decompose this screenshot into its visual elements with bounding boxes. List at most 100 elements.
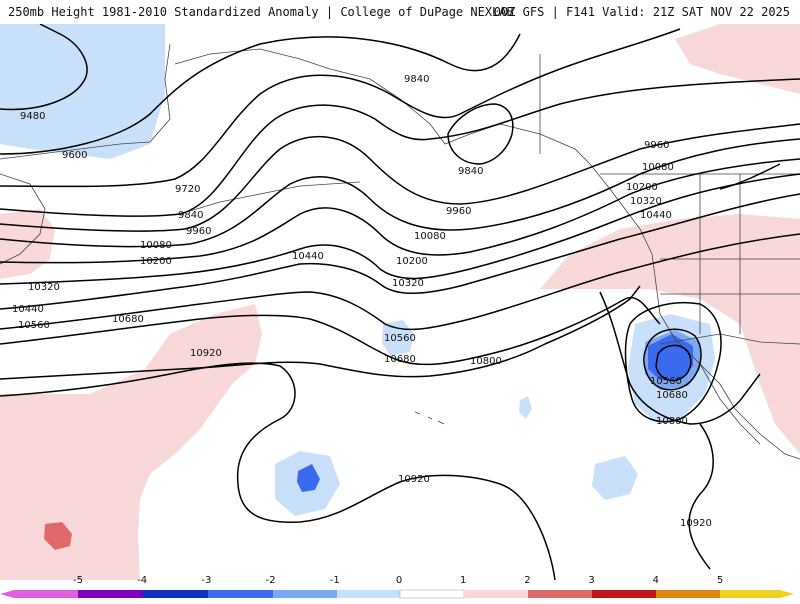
contour-low-core bbox=[655, 344, 692, 382]
legend-tick-label: -3 bbox=[201, 575, 212, 586]
legend-swatch-pos4 bbox=[720, 590, 780, 598]
legend-tick-label: -2 bbox=[265, 575, 276, 586]
neg-anomaly-mid-pacific-core bbox=[297, 464, 320, 492]
pos-anomaly-ne bbox=[675, 24, 800, 94]
label-10920-b: 10920 bbox=[398, 474, 430, 485]
contour-10920-east bbox=[688, 423, 714, 570]
pos-anomaly-w-pacific bbox=[0, 209, 55, 279]
pos-anomaly-small bbox=[44, 522, 72, 550]
legend-tick-label: 1 bbox=[460, 575, 467, 586]
label-9840-a: 9840 bbox=[178, 210, 203, 221]
label-10560-a: 10560 bbox=[18, 320, 50, 331]
legend-svg bbox=[0, 589, 794, 599]
aleutians bbox=[179, 181, 361, 215]
contour-9840-closed bbox=[447, 103, 514, 165]
contour-10080 bbox=[0, 138, 800, 248]
contour-labels: 9480 9600 9720 9840 9960 10080 10200 103… bbox=[12, 74, 712, 529]
contour-10800-south bbox=[599, 291, 761, 425]
legend-tick-label: 2 bbox=[524, 575, 531, 586]
label-10800-b: 10800 bbox=[656, 416, 688, 427]
label-9840-b: 9840 bbox=[404, 74, 429, 85]
legend-swatch-neg4 bbox=[78, 590, 143, 598]
label-10680-c: 10680 bbox=[656, 390, 688, 401]
west-coast-us bbox=[639, 228, 736, 410]
contour-10920 bbox=[0, 362, 556, 580]
label-10440-a: 10440 bbox=[12, 304, 44, 315]
label-9960-c: 9960 bbox=[644, 140, 669, 151]
legend-tick-label: -1 bbox=[329, 575, 340, 586]
contour-10200 bbox=[0, 158, 800, 264]
hawaii bbox=[414, 411, 445, 425]
label-10080-b: 10080 bbox=[414, 231, 446, 242]
label-10440-c: 10440 bbox=[640, 210, 672, 221]
contour-10680 bbox=[0, 296, 661, 366]
contour-9840-main bbox=[0, 78, 800, 217]
contour-10320 bbox=[0, 173, 800, 285]
label-9600: 9600 bbox=[62, 150, 87, 161]
contour-low-outer bbox=[624, 302, 722, 423]
neg-anomaly-e-pacific bbox=[592, 456, 638, 500]
legend-swatch-neg2 bbox=[208, 590, 273, 598]
label-10320-a: 10320 bbox=[28, 282, 60, 293]
legend-swatch-pos05 bbox=[464, 590, 528, 598]
siberia-coast bbox=[0, 43, 171, 160]
legend-arrow-left bbox=[0, 590, 14, 598]
pos-anomaly-central-pacific bbox=[0, 304, 262, 580]
label-10080-c: 10080 bbox=[642, 162, 674, 173]
label-10080-a: 10080 bbox=[140, 240, 172, 251]
label-10200-a: 10200 bbox=[140, 256, 172, 267]
contour-9480 bbox=[0, 24, 88, 111]
legend-swatch-neg1 bbox=[273, 590, 337, 598]
color-scale-legend: -5 -4 -3 -2 -1 0 1 2 3 4 5 bbox=[0, 575, 800, 600]
legend-tick-label: 0 bbox=[395, 575, 403, 586]
legend-swatch-pos3 bbox=[656, 590, 720, 598]
label-9960-a: 9960 bbox=[186, 226, 211, 237]
label-10680-b: 10680 bbox=[384, 354, 416, 365]
legend-swatch-zero bbox=[399, 589, 465, 599]
legend-tick-label: 3 bbox=[588, 575, 595, 586]
map-title: 250mb Height 1981-2010 Standardized Anom… bbox=[8, 5, 514, 19]
mexico-coast bbox=[734, 408, 800, 460]
legend-swatch-pos2 bbox=[592, 590, 656, 598]
legend-swatch-neg05 bbox=[337, 590, 400, 598]
label-10560-b: 10560 bbox=[384, 333, 416, 344]
map-svg: 9480 9600 9720 9840 9960 10080 10200 103… bbox=[0, 24, 800, 580]
label-9840-c: 9840 bbox=[458, 166, 483, 177]
map-panel: 9480 9600 9720 9840 9960 10080 10200 103… bbox=[0, 24, 800, 580]
contour-10800 bbox=[0, 285, 641, 380]
legend-swatch-pos1 bbox=[528, 590, 592, 598]
label-9480: 9480 bbox=[20, 111, 45, 122]
label-10200-b: 10200 bbox=[396, 256, 428, 267]
contour-10440 bbox=[0, 193, 800, 310]
height-contours bbox=[0, 24, 800, 580]
model-run-info: 00Z GFS | F141 Valid: 21Z SAT NOV 22 202… bbox=[493, 5, 790, 19]
label-10800-a: 10800 bbox=[470, 356, 502, 367]
legend-tick-label: 4 bbox=[652, 575, 659, 586]
legend-arrow-right bbox=[780, 590, 794, 598]
label-10680-a: 10680 bbox=[112, 314, 144, 325]
alaska-coast bbox=[174, 48, 641, 230]
title-bar: 250mb Height 1981-2010 Standardized Anom… bbox=[0, 0, 800, 24]
label-10200-c: 10200 bbox=[626, 182, 658, 193]
legend-tick-label: -4 bbox=[137, 575, 148, 586]
kamchatka bbox=[0, 173, 46, 265]
contour-9720 bbox=[0, 28, 681, 188]
label-9720: 9720 bbox=[175, 184, 200, 195]
legend-tick-label: 5 bbox=[716, 575, 724, 586]
legend-tick-label: -5 bbox=[73, 575, 83, 586]
contour-ne-10080 bbox=[719, 163, 781, 190]
label-10560-c: 10560 bbox=[650, 376, 682, 387]
contour-9600 bbox=[0, 33, 521, 155]
contour-9960 bbox=[0, 123, 800, 232]
legend-swatch-neg3 bbox=[143, 590, 208, 598]
pos-anomaly-west bbox=[540, 214, 800, 454]
contour-10560 bbox=[0, 233, 800, 331]
label-10320-c: 10320 bbox=[630, 196, 662, 207]
label-10920-c: 10920 bbox=[680, 518, 712, 529]
baja bbox=[699, 363, 761, 445]
state-lines bbox=[660, 174, 800, 334]
legend-swatch-neg5 bbox=[14, 590, 78, 598]
label-9960-b: 9960 bbox=[446, 206, 471, 217]
us-border bbox=[659, 333, 800, 345]
